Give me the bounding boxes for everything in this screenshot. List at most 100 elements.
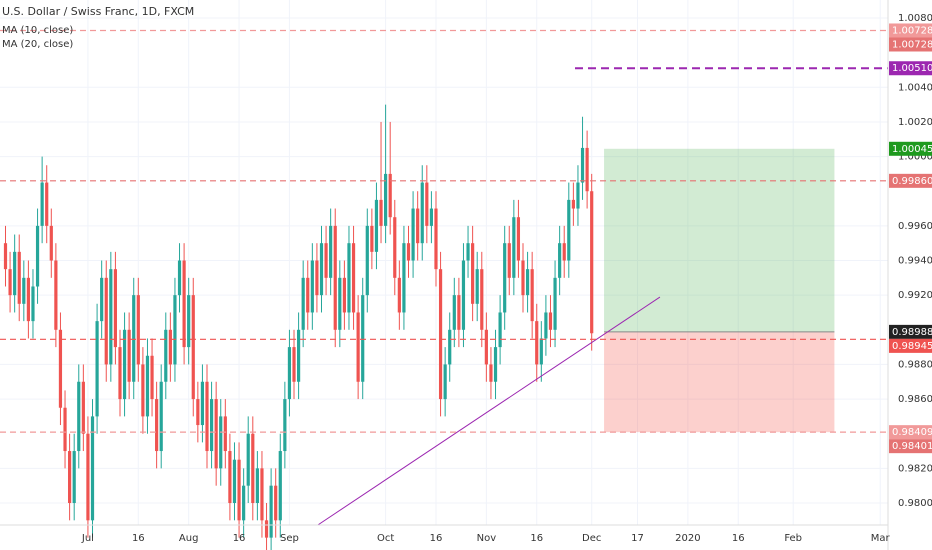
candle-body xyxy=(315,260,319,296)
price-label: 1.00728 xyxy=(892,25,932,36)
candle-body xyxy=(155,399,159,452)
candle-body xyxy=(296,329,301,382)
candle-body xyxy=(3,243,8,270)
candle-body xyxy=(324,243,328,278)
candle-body xyxy=(63,407,67,452)
price-label-box xyxy=(889,324,932,339)
candle-body xyxy=(571,199,575,209)
candle-body xyxy=(443,364,447,400)
candle-body xyxy=(397,277,401,313)
x-tick-label: 16 xyxy=(530,533,543,544)
candle-body xyxy=(90,416,95,521)
candle-body xyxy=(406,243,411,261)
candle-body xyxy=(452,295,456,330)
price-label-box xyxy=(889,173,932,188)
candle-body xyxy=(214,399,218,469)
x-tick-label: Sep xyxy=(280,533,299,544)
candle-body xyxy=(113,269,118,348)
candle-body xyxy=(457,295,461,330)
y-tick-label: 1.00400 xyxy=(898,82,932,93)
candle-body xyxy=(301,277,305,330)
x-tick-label: 16 xyxy=(132,533,145,544)
candle-body xyxy=(342,277,346,313)
price-label: 0.99860 xyxy=(892,176,932,187)
candle-body xyxy=(81,381,85,434)
candle-body xyxy=(480,269,484,330)
candle-body xyxy=(507,243,511,278)
x-tick-label: Nov xyxy=(477,533,497,544)
candle-body xyxy=(100,277,104,322)
candle-body xyxy=(196,399,200,426)
x-tick-label: 16 xyxy=(430,533,443,544)
candle-body xyxy=(264,520,269,538)
candle-body xyxy=(503,243,507,313)
x-tick-label: Dec xyxy=(582,533,601,544)
candle-body xyxy=(425,182,429,226)
candle-body xyxy=(539,338,543,365)
candle-body xyxy=(384,173,388,226)
candle-body xyxy=(553,277,557,330)
candle-body xyxy=(8,269,12,296)
candle-body xyxy=(164,329,168,382)
candle-body xyxy=(338,277,342,330)
candle-body xyxy=(576,182,580,209)
price-label: 1.00510 xyxy=(892,63,932,74)
candle-body xyxy=(205,381,209,452)
candle-body xyxy=(319,243,324,296)
chart-title: U.S. Dollar / Swiss Franc, 1D, FXCM xyxy=(2,5,194,18)
candle-body xyxy=(370,225,374,252)
candle-body xyxy=(187,295,191,348)
candle-body xyxy=(498,312,502,348)
candle-body xyxy=(429,208,434,226)
candle-body xyxy=(168,329,172,365)
y-tick-label: 0.98000 xyxy=(898,498,932,509)
candle-body xyxy=(466,243,470,261)
candle-body xyxy=(182,260,186,348)
candle-body xyxy=(333,225,337,330)
candle-body xyxy=(58,329,63,408)
x-tick-label: Mar xyxy=(871,533,891,544)
candle-body xyxy=(361,295,365,382)
candle-body xyxy=(145,355,150,417)
candle-body xyxy=(260,468,264,521)
candle-body xyxy=(200,381,205,426)
candle-body xyxy=(287,347,292,400)
price-label: 1.00728 xyxy=(892,39,932,50)
candle-body xyxy=(17,251,21,304)
candle-body xyxy=(489,364,493,382)
candle-body xyxy=(45,182,49,226)
candle-body xyxy=(68,451,72,504)
candle-body xyxy=(475,269,479,304)
candle-body xyxy=(86,433,90,521)
candle-body xyxy=(122,329,127,400)
candle-body xyxy=(35,225,40,287)
candle-body xyxy=(374,199,379,252)
candle-body xyxy=(141,364,145,417)
candle-body xyxy=(393,217,397,278)
candle-body xyxy=(22,277,26,304)
candle-body xyxy=(136,295,140,365)
candle-body xyxy=(493,347,498,382)
candle-body xyxy=(416,208,420,244)
legend-entry: MA (10, close) xyxy=(2,25,73,36)
candle-body xyxy=(306,277,310,313)
price-label-box xyxy=(889,37,932,52)
candle-body xyxy=(329,225,333,278)
candle-body xyxy=(173,295,177,365)
candle-body xyxy=(530,269,534,322)
candle-body xyxy=(191,295,195,400)
candle-body xyxy=(434,208,438,270)
candle-body xyxy=(347,243,351,313)
candle-body xyxy=(516,217,521,261)
candle-body xyxy=(471,243,475,304)
candle-body xyxy=(590,191,594,334)
candle-body xyxy=(132,295,136,382)
x-tick-label: Aug xyxy=(179,533,199,544)
x-tick-label: 16 xyxy=(732,533,745,544)
